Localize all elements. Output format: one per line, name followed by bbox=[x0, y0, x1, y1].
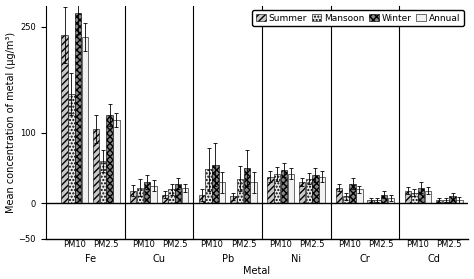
Bar bbox=[175, 184, 182, 203]
Bar bbox=[336, 188, 342, 203]
Bar bbox=[267, 177, 273, 203]
Bar bbox=[436, 200, 442, 203]
Bar bbox=[168, 189, 175, 203]
Bar bbox=[388, 198, 394, 203]
Bar bbox=[182, 188, 188, 203]
Bar bbox=[230, 196, 237, 203]
Text: Cu: Cu bbox=[153, 254, 165, 264]
Bar bbox=[93, 129, 100, 203]
Bar bbox=[443, 200, 449, 203]
Bar bbox=[162, 195, 168, 203]
Bar bbox=[212, 165, 219, 203]
Bar bbox=[343, 196, 349, 203]
Bar bbox=[113, 120, 119, 203]
Text: Metal: Metal bbox=[244, 266, 271, 276]
Bar bbox=[144, 182, 150, 203]
Bar bbox=[107, 115, 113, 203]
Bar bbox=[137, 188, 143, 203]
Bar bbox=[367, 200, 374, 203]
Bar bbox=[100, 161, 106, 203]
Bar bbox=[306, 179, 312, 203]
Text: Fe: Fe bbox=[85, 254, 96, 264]
Bar bbox=[219, 182, 225, 203]
Bar bbox=[150, 186, 157, 203]
Bar bbox=[274, 174, 281, 203]
Y-axis label: Mean concentration of metal (μg/m³): Mean concentration of metal (μg/m³) bbox=[6, 32, 16, 213]
Bar bbox=[62, 35, 68, 203]
Bar bbox=[75, 13, 82, 203]
Bar bbox=[281, 170, 287, 203]
Bar bbox=[349, 184, 356, 203]
Bar bbox=[456, 200, 463, 203]
Bar bbox=[356, 189, 363, 203]
Bar bbox=[237, 179, 243, 203]
Bar bbox=[68, 94, 74, 203]
Bar bbox=[82, 37, 88, 203]
Bar bbox=[404, 191, 411, 203]
Bar bbox=[244, 168, 250, 203]
Legend: Summer, Mansoon, Winter, Annual: Summer, Mansoon, Winter, Annual bbox=[252, 10, 464, 26]
Bar bbox=[449, 196, 456, 203]
Bar bbox=[374, 200, 381, 203]
Bar bbox=[418, 188, 424, 203]
Bar bbox=[411, 193, 418, 203]
Bar bbox=[425, 191, 431, 203]
Bar bbox=[288, 174, 294, 203]
Bar bbox=[250, 182, 257, 203]
Text: Ni: Ni bbox=[292, 254, 301, 264]
Text: Cr: Cr bbox=[360, 254, 370, 264]
Bar bbox=[319, 177, 326, 203]
Text: Cd: Cd bbox=[427, 254, 440, 264]
Bar bbox=[130, 191, 137, 203]
Bar bbox=[299, 182, 305, 203]
Bar bbox=[312, 175, 319, 203]
Bar bbox=[205, 169, 212, 203]
Text: Pb: Pb bbox=[222, 254, 234, 264]
Bar bbox=[381, 195, 387, 203]
Bar bbox=[199, 195, 205, 203]
